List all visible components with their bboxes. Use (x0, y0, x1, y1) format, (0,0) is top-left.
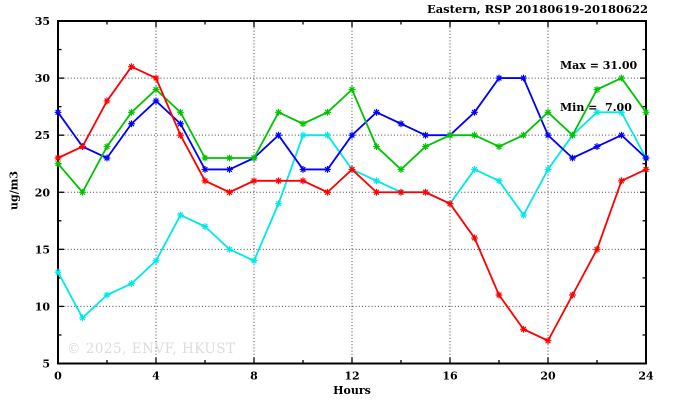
y-tick-label: 10 (35, 300, 51, 313)
chart-title: Eastern, RSP 20180619-20180622 (426, 2, 648, 16)
min-annotation: Min = 7.00 (560, 101, 632, 114)
y-axis-label: ug/m3 (7, 171, 21, 210)
y-tick-label: 5 (42, 358, 50, 371)
x-tick-label: 24 (638, 370, 654, 383)
x-tick-label: 20 (540, 370, 556, 383)
x-tick-label: 16 (442, 370, 458, 383)
y-tick-label: 35 (35, 15, 50, 28)
max-annotation: Max = 31.00 (560, 59, 638, 72)
x-tick-label: 4 (152, 370, 160, 383)
x-tick-label: 8 (250, 370, 258, 383)
x-tick-label: 12 (344, 370, 359, 383)
green-line-markers (54, 74, 650, 196)
y-tick-label: 30 (35, 72, 51, 85)
x-axis-label: Hours (333, 384, 371, 397)
y-tick-label: 15 (35, 243, 50, 256)
red-line-markers (54, 63, 650, 345)
watermark: © 2025, ENVF, HKUST (67, 341, 236, 357)
y-tick-label: 25 (35, 129, 50, 142)
x-tick-label: 0 (54, 370, 62, 383)
minmax-annotation: Max = 31.00 Min = 7.00 (560, 31, 637, 143)
y-tick-label: 20 (35, 186, 51, 199)
